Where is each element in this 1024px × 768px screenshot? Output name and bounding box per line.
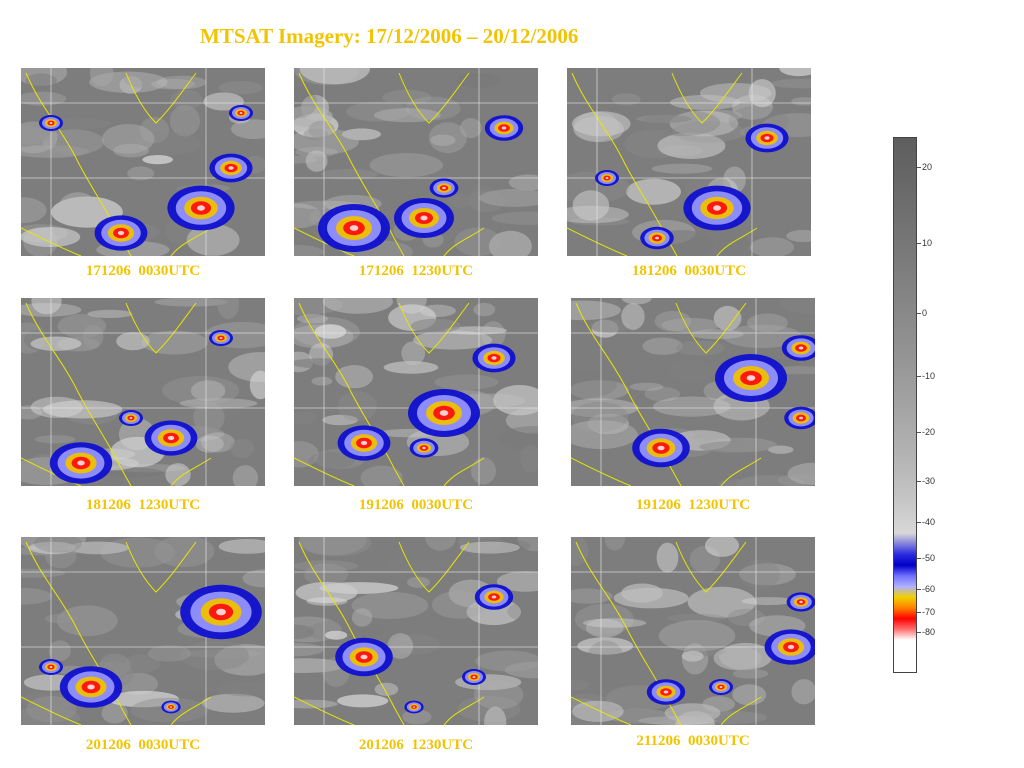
temperature-color-scale [893,137,917,673]
scale-tick [917,481,921,482]
scale-tick [917,243,921,244]
coastline [294,302,485,486]
scale-tick [917,558,921,559]
satellite-imagery [567,68,811,256]
image-caption-6: 191206 1230UTC [635,497,751,513]
scale-tick [917,432,921,433]
scale-label: -80 [922,627,936,637]
satellite-imagery [21,68,265,256]
scale-tick [917,632,921,633]
image-caption-7: 201206 0030UTC [85,737,201,753]
coastline [567,72,758,256]
scale-label: 0 [922,308,928,318]
satellite-imagery [294,68,538,256]
coastline [294,541,485,725]
satellite-imagery [294,298,538,486]
image-caption-1: 171206 0030UTC [85,263,201,279]
scale-label: -50 [922,553,936,563]
coastline [571,541,762,725]
image-caption-9: 211206 0030UTC [636,733,750,749]
scale-label: 10 [922,238,933,248]
scale-label: -60 [922,584,936,594]
image-caption-3: 181206 0030UTC [631,263,747,279]
satellite-imagery [571,537,815,725]
scale-label: 20 [922,162,933,172]
satellite-image-1 [21,68,265,256]
scale-label: -20 [922,427,936,437]
coastline [21,72,212,256]
satellite-image-5 [294,298,538,486]
image-caption-8: 201206 1230UTC [358,737,474,753]
satellite-image-7 [21,537,265,725]
coastline [21,302,212,486]
coastline [571,302,762,486]
satellite-image-8 [294,537,538,725]
image-caption-2: 171206 1230UTC [358,263,474,279]
satellite-imagery [21,298,265,486]
satellite-imagery [571,298,815,486]
scale-label: -10 [922,371,936,381]
image-caption-5: 191206 0030UTC [358,497,474,513]
satellite-imagery [21,537,265,725]
image-caption-4: 181206 1230UTC [85,497,201,513]
page-title: MTSAT Imagery: 17/12/2006 – 20/12/2006 [200,24,579,48]
scale-tick [917,589,921,590]
scale-label: -70 [922,607,936,617]
coastline [21,541,212,725]
satellite-image-9 [571,537,815,725]
scale-tick [917,522,921,523]
satellite-image-2 [294,68,538,256]
satellite-image-6 [571,298,815,486]
scale-label: -40 [922,517,936,527]
scale-tick [917,376,921,377]
satellite-image-3 [567,68,811,256]
scale-tick [917,313,921,314]
satellite-image-4 [21,298,265,486]
satellite-imagery [294,537,538,725]
scale-label: -30 [922,476,936,486]
scale-tick [917,167,921,168]
scale-tick [917,612,921,613]
coastline [294,72,485,256]
